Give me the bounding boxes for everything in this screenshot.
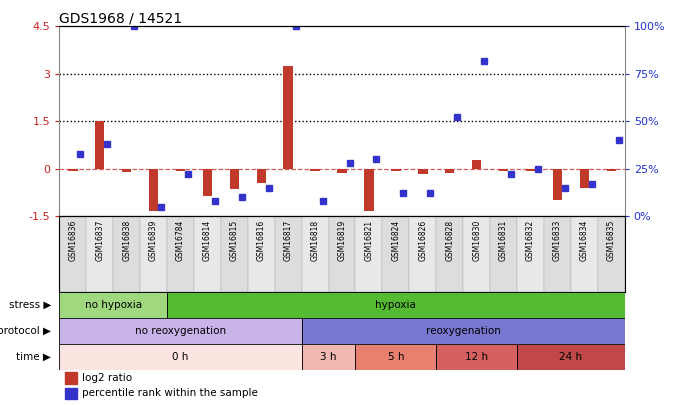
Bar [87, 216, 113, 292]
Text: GSM16819: GSM16819 [338, 220, 346, 261]
Bar [59, 292, 167, 318]
Text: GSM16818: GSM16818 [311, 220, 320, 261]
Bar [553, 169, 562, 200]
Bar [167, 292, 625, 318]
Bar [302, 344, 355, 370]
Text: GSM16838: GSM16838 [122, 220, 131, 261]
Bar [544, 216, 571, 292]
Bar [517, 344, 625, 370]
Text: GDS1968 / 14521: GDS1968 / 14521 [59, 11, 182, 25]
Text: hypoxia: hypoxia [376, 300, 416, 310]
Bar [65, 372, 77, 384]
Bar [140, 216, 167, 292]
Bar [122, 169, 131, 172]
Bar [463, 216, 490, 292]
Bar [65, 388, 77, 399]
Bar [445, 169, 454, 173]
Text: GSM16828: GSM16828 [445, 220, 454, 261]
Text: GSM16831: GSM16831 [499, 220, 508, 261]
Bar [95, 121, 105, 169]
Text: 24 h: 24 h [559, 352, 582, 362]
Bar [571, 216, 597, 292]
Text: 3 h: 3 h [320, 352, 337, 362]
Bar [499, 169, 508, 171]
Bar [302, 318, 625, 344]
Text: GSM16833: GSM16833 [553, 220, 562, 261]
Text: 0 h: 0 h [172, 352, 188, 362]
Bar [383, 216, 409, 292]
Bar [436, 344, 517, 370]
Bar [607, 169, 616, 171]
Text: percentile rank within the sample: percentile rank within the sample [82, 388, 258, 399]
Text: GSM16784: GSM16784 [176, 220, 185, 261]
Text: reoxygenation: reoxygenation [426, 326, 500, 336]
Text: GSM16815: GSM16815 [230, 220, 239, 261]
Bar [311, 169, 320, 171]
Text: no hypoxia: no hypoxia [84, 300, 142, 310]
Bar [113, 216, 140, 292]
Text: GSM16817: GSM16817 [283, 220, 292, 261]
Bar [526, 169, 535, 171]
Bar [337, 169, 347, 173]
Text: protocol ▶: protocol ▶ [0, 326, 51, 336]
Text: GSM16835: GSM16835 [607, 220, 616, 261]
Bar [283, 66, 293, 169]
Bar [149, 169, 158, 211]
Bar [355, 216, 383, 292]
Bar [418, 169, 427, 175]
Text: time ▶: time ▶ [16, 352, 51, 362]
Bar [302, 216, 329, 292]
Text: log2 ratio: log2 ratio [82, 373, 132, 383]
Text: GSM16816: GSM16816 [257, 220, 266, 261]
Bar [167, 216, 194, 292]
Text: no reoxygenation: no reoxygenation [135, 326, 226, 336]
Bar [490, 216, 517, 292]
Bar [230, 169, 239, 189]
Text: GSM16824: GSM16824 [392, 220, 401, 261]
Text: GSM16814: GSM16814 [203, 220, 212, 261]
Bar [472, 160, 482, 169]
Text: 12 h: 12 h [465, 352, 488, 362]
Bar [221, 216, 248, 292]
Bar [59, 216, 87, 292]
Bar [248, 216, 275, 292]
Text: 5 h: 5 h [387, 352, 404, 362]
Text: stress ▶: stress ▶ [9, 300, 51, 310]
Text: GSM16839: GSM16839 [149, 220, 158, 261]
Text: GSM16821: GSM16821 [364, 220, 373, 261]
Bar [517, 216, 544, 292]
Bar [176, 169, 185, 171]
Bar [355, 344, 436, 370]
Bar [59, 318, 302, 344]
Bar [364, 169, 373, 211]
Text: GSM16826: GSM16826 [418, 220, 427, 261]
Bar [202, 169, 212, 196]
Text: GSM16837: GSM16837 [95, 220, 104, 261]
Text: GSM16832: GSM16832 [526, 220, 535, 261]
Text: GSM16836: GSM16836 [68, 220, 77, 261]
Text: GSM16834: GSM16834 [580, 220, 589, 261]
Bar [68, 169, 77, 171]
Bar [436, 216, 463, 292]
Bar [194, 216, 221, 292]
Bar [409, 216, 436, 292]
Bar [59, 344, 302, 370]
Text: GSM16830: GSM16830 [472, 220, 481, 261]
Bar [579, 169, 589, 188]
Bar [597, 216, 625, 292]
Bar [257, 169, 266, 183]
Bar [329, 216, 355, 292]
Bar [275, 216, 302, 292]
Bar [391, 169, 401, 171]
